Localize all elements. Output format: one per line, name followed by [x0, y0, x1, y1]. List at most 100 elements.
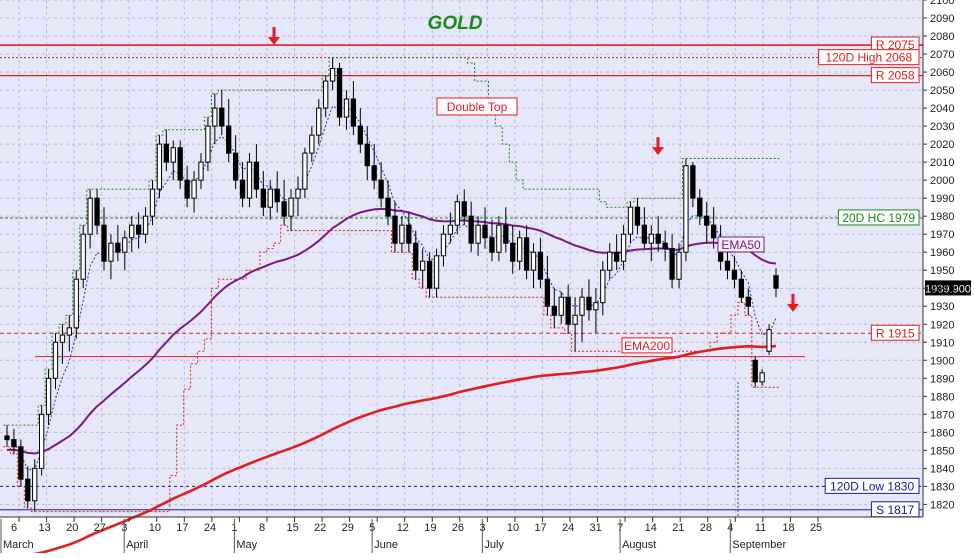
month-label: May — [236, 539, 257, 551]
candle-body — [537, 251, 544, 280]
candle-body — [364, 143, 370, 167]
candle-body — [607, 251, 613, 271]
candle-body — [87, 197, 93, 235]
y-tick-label: 2010 — [930, 157, 954, 169]
candle-body — [122, 237, 128, 253]
candle-body — [614, 251, 620, 262]
double-top-label: Double Top — [447, 100, 508, 114]
x-tick-label: 6 — [11, 522, 17, 534]
level-label: R 2058 — [876, 69, 915, 83]
last-price-box — [925, 280, 971, 296]
candle-body — [323, 80, 329, 109]
candle-body — [697, 197, 703, 217]
candle-body — [523, 237, 530, 271]
candle-body — [170, 147, 176, 163]
x-tick-label: 11 — [755, 522, 766, 534]
short-average-line — [6, 105, 777, 471]
candle-body — [32, 467, 38, 502]
candle-body — [426, 260, 433, 289]
level-label-box — [824, 477, 920, 494]
month-label: July — [484, 539, 504, 551]
candle-body — [766, 329, 772, 352]
candle-body — [517, 237, 523, 262]
ema50-label-box — [717, 236, 765, 253]
candle-body — [302, 152, 308, 190]
candle-body — [669, 248, 675, 280]
y-tick-label: 1880 — [930, 391, 954, 403]
candle-body — [288, 197, 294, 217]
candle-body — [45, 377, 52, 415]
candle-body — [309, 134, 315, 154]
candle-body — [620, 233, 627, 262]
level-label: R 1915 — [876, 326, 915, 340]
y-tick-label: 1860 — [930, 427, 954, 439]
candle-body — [239, 179, 246, 199]
candle-body — [177, 147, 183, 181]
candles — [4, 57, 779, 512]
x-tick-label: 27 — [94, 522, 106, 534]
candle-body — [752, 359, 758, 383]
candle-body — [4, 435, 10, 441]
x-tick-label: 29 — [342, 522, 354, 534]
y-tick-label: 1920 — [930, 319, 954, 331]
y-tick-label: 2000 — [930, 175, 954, 187]
y-tick-label: 2040 — [930, 103, 954, 115]
level-label: 120D Low 1830 — [830, 479, 914, 493]
candle-body — [142, 215, 149, 235]
y-tick-label: 1950 — [930, 265, 954, 277]
candle-body — [246, 161, 253, 199]
down-arrow-august-head — [652, 147, 664, 156]
level-label-box — [818, 49, 920, 66]
candle-body — [704, 215, 710, 226]
candle-body — [496, 224, 502, 253]
candle-body — [690, 165, 696, 199]
y-tick-label: 2100 — [930, 0, 954, 7]
candle-body — [406, 224, 412, 244]
x-tick-label: 21 — [672, 522, 684, 534]
x-tick-label: 18 — [782, 522, 794, 534]
x-tick-label: 10 — [507, 522, 519, 534]
candle-body — [350, 98, 357, 127]
candle-body — [593, 302, 599, 311]
axes: 6132027310172418152229512192631017243171… — [0, 0, 954, 553]
candle-body — [399, 224, 405, 244]
y-tick-label: 2080 — [930, 31, 954, 43]
candle-body — [184, 179, 190, 199]
double-top-box — [436, 97, 518, 116]
level-label-box — [870, 67, 920, 84]
candle-body — [108, 242, 114, 262]
level-label: R 2075 — [876, 38, 915, 52]
x-tick-label: 15 — [287, 522, 299, 534]
candle-body — [551, 305, 557, 316]
candle-body — [385, 197, 391, 217]
candle-body — [413, 242, 419, 271]
x-tick-label: 26 — [452, 522, 464, 534]
candle-body — [558, 296, 564, 316]
y-tick-label: 1970 — [930, 229, 954, 241]
candle-body — [634, 206, 641, 226]
candle-body — [572, 314, 578, 325]
candle-body — [274, 188, 280, 203]
x-tick-label: 22 — [314, 522, 326, 534]
candle-body — [94, 197, 100, 226]
candle-body — [489, 237, 495, 253]
y-tick-label: 1840 — [930, 463, 954, 475]
candle-body — [447, 224, 454, 235]
x-tick-label: 25 — [810, 522, 822, 534]
y-tick-label: 1930 — [930, 301, 954, 313]
x-tick-label: 24 — [204, 522, 216, 534]
ema200-label-box — [621, 337, 673, 354]
ema200-label: EMA200 — [624, 339, 670, 353]
y-tick-label: 2030 — [930, 121, 954, 133]
candle-body — [378, 179, 384, 199]
candle-body — [343, 98, 350, 118]
candle-body — [503, 224, 509, 244]
y-tick-label: 2060 — [930, 67, 954, 79]
x-tick-label: 17 — [534, 522, 546, 534]
y-tick-label: 1900 — [930, 355, 954, 367]
candle-body — [336, 67, 343, 118]
candle-body — [454, 201, 460, 226]
candle-body — [80, 233, 86, 280]
y-tick-label: 1940 — [930, 283, 954, 295]
